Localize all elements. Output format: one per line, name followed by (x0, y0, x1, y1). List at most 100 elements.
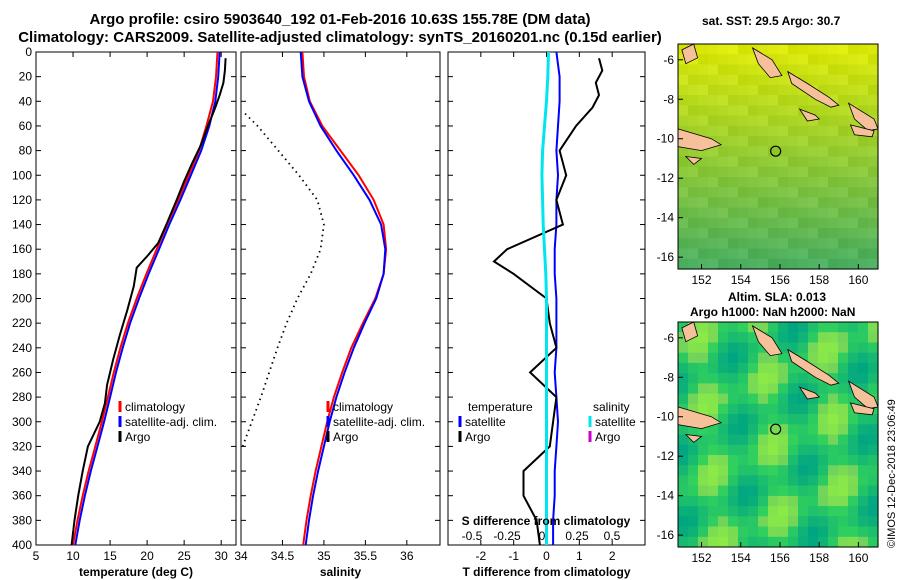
sla-map-cell (718, 322, 729, 333)
sla-map-cell (838, 424, 849, 436)
sla-map-cell (848, 393, 859, 405)
sst-map-cell (708, 74, 719, 86)
sla-map-cell (708, 536, 719, 548)
sst-map-cell (868, 217, 879, 229)
sla-map-cell (818, 475, 829, 487)
sla-map-cell (788, 526, 799, 538)
sst-map-cell (678, 74, 689, 86)
sst-map-cell (788, 84, 799, 96)
sla-map-cell (828, 332, 839, 343)
sst-map-cell (788, 217, 799, 229)
sla-map-cell (808, 424, 819, 436)
sla-map-cell (858, 485, 869, 497)
sla-map-cell (768, 506, 779, 517)
sst-map-cell (718, 84, 729, 96)
sst-map-cell (818, 217, 829, 229)
sla-map-cell (728, 332, 739, 343)
sla-land-island (681, 321, 699, 343)
diff-s-tick-label: -0.5 (462, 529, 483, 543)
sla-map-cell (808, 485, 819, 497)
sst-map-cell (728, 228, 739, 239)
sla-map-cell (758, 475, 769, 487)
sst-map-cell (818, 44, 829, 55)
sst-map-cell (768, 84, 779, 96)
sst-map-cell (708, 156, 719, 168)
sst-map-cell (828, 197, 839, 209)
sla-map-cell (768, 322, 779, 333)
sla-map-cell (818, 434, 829, 446)
depth-tick-label: 120 (12, 193, 32, 207)
sst-map-cell (758, 136, 769, 147)
sla-map-cell (848, 495, 859, 507)
sst-map-cell (678, 64, 689, 76)
sst-map-cell (868, 258, 879, 270)
sst-map-cell (828, 258, 839, 270)
sla-map-cell (718, 403, 729, 415)
sla-map-cell (698, 536, 709, 548)
sla-map-cell (788, 342, 799, 354)
sla-map-cell (778, 373, 789, 384)
sst-land-island (787, 70, 840, 108)
sst-map-cell (788, 207, 799, 219)
sla-map-cell (698, 403, 709, 415)
sla-map-cell (718, 485, 729, 497)
sla-map-cell (758, 526, 769, 538)
sla-map-cell (708, 506, 719, 517)
sla-map-cell (718, 373, 729, 384)
sst-map-cell (688, 177, 699, 188)
sst-map-cell (808, 156, 819, 168)
sst-map-cell (758, 146, 769, 158)
sla-map-cell (678, 536, 689, 548)
sst-map-cell (678, 248, 689, 260)
sst-map-cell (848, 197, 859, 209)
sst-map-cell (858, 166, 869, 178)
sst-map-cell (708, 177, 719, 188)
sst-map-cell (768, 95, 779, 106)
sst-map-cell (728, 187, 739, 198)
sla-map-cell (788, 506, 799, 517)
sst-map-cell (748, 125, 759, 137)
sla-map-cell (818, 485, 829, 497)
sla-map-cell (868, 362, 879, 374)
sst-map-cell (738, 136, 749, 147)
sla-map-cell (838, 403, 849, 415)
sla-map-cell (858, 414, 869, 425)
sla-map-cell (678, 362, 689, 374)
sst-map-cell (798, 95, 809, 106)
sst-map-cell (808, 44, 819, 55)
title-line-2: Climatology: CARS2009. Satellite-adjuste… (18, 29, 662, 46)
sla-map-cell (868, 455, 879, 466)
sst-map-cell (768, 217, 779, 229)
sst-map-cell (778, 156, 789, 168)
sst-map-cell (868, 248, 879, 260)
sla-map-cell (718, 455, 729, 466)
sst-map-cell (788, 115, 799, 127)
sla-map-cell (808, 495, 819, 507)
sla-map-cell (808, 526, 819, 538)
sst-map-cell (728, 177, 739, 188)
sla-map-cell (748, 536, 759, 548)
sla-map-cell (858, 332, 869, 343)
sst-map-cell (808, 248, 819, 260)
sst-map-cell (848, 156, 859, 168)
sst-map-cell (708, 238, 719, 250)
sst-map-cell (788, 177, 799, 188)
diff-xtick-label: 2 (609, 549, 616, 563)
sla-map-cell (818, 332, 829, 343)
sst-map-cell (838, 74, 849, 86)
sst-map-cell (858, 136, 869, 147)
sla-map-cell (788, 495, 799, 507)
sst-map-cell (768, 74, 779, 86)
sla-map-cell (868, 444, 879, 456)
sst-map-cell (748, 207, 759, 219)
sst-map-cell (698, 64, 709, 76)
sla-map-cell (778, 444, 789, 456)
sla-map-cell (778, 342, 789, 354)
sla-map-cell (708, 455, 719, 466)
sst-map-cell (708, 187, 719, 198)
sst-map-cell (698, 44, 709, 55)
sst-map-cell (778, 166, 789, 178)
sla-map-cell (818, 322, 829, 333)
sst-map-cell (778, 207, 789, 219)
sst-map-cell (868, 238, 879, 250)
